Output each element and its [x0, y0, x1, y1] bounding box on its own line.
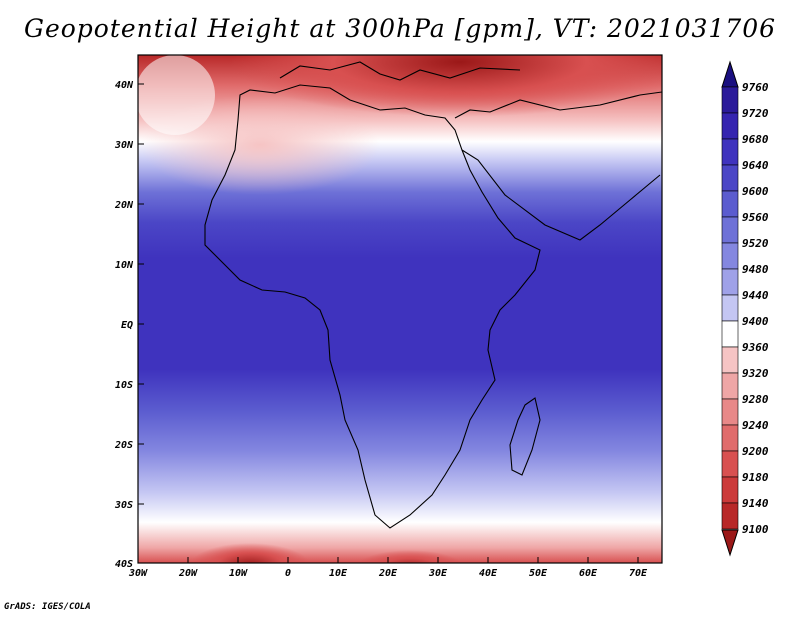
colorbar-band: [721, 372, 739, 400]
colorbar-band: [721, 216, 739, 244]
colorbar-band: [721, 242, 739, 270]
colorbar-band: [721, 424, 739, 452]
lon-label: 20W: [178, 568, 198, 579]
axis-ticks: [137, 83, 639, 564]
lon-label: 70E: [629, 568, 648, 579]
colorbar-label: 9760: [742, 81, 769, 94]
map-figure: 40N 30N 20N 10N EQ 10S 20S 30S 40S 30W 2…: [114, 54, 769, 579]
colorbar-band: [721, 112, 739, 140]
colorbar-label: 9200: [742, 445, 769, 458]
colorbar-label: 9640: [742, 159, 769, 172]
colorbar-label: 9440: [742, 289, 769, 302]
colorbar-label: 9720: [742, 107, 769, 120]
map-frame: [137, 54, 663, 564]
colorbar-band: [721, 346, 739, 374]
lat-label: 20N: [114, 200, 134, 211]
colorbar-label: 9600: [742, 185, 769, 198]
lon-label: 10E: [329, 568, 348, 579]
lat-label: 30S: [114, 500, 133, 511]
lon-label: 0: [285, 568, 291, 579]
colorbar-band: [721, 398, 739, 426]
lon-label: 30W: [128, 568, 148, 579]
lon-label: 20E: [378, 568, 398, 579]
grads-credit: GrADS: IGES/COLA: [4, 602, 91, 612]
colorbar-label: 9240: [742, 419, 769, 432]
colorbar-label: 9480: [742, 263, 769, 276]
lat-label: 10S: [115, 380, 133, 391]
colorbar-band: [721, 86, 739, 114]
lat-label: 30N: [114, 140, 134, 151]
lon-label: 30E: [428, 568, 448, 579]
colorbar-band: [721, 320, 739, 348]
colorbar-band: [721, 268, 739, 296]
colorbar-bands: [721, 86, 739, 530]
lon-label: 40E: [479, 568, 498, 579]
colorbar-label: 9140: [742, 497, 769, 510]
lat-label: EQ: [121, 320, 133, 331]
colorbar-label: 9100: [742, 523, 769, 536]
colorbar-label: 9180: [742, 471, 769, 484]
colorbar-top-arrow: [721, 60, 739, 88]
colorbar-band: [721, 138, 739, 166]
colorbar-bottom-arrow: [721, 529, 739, 557]
colorbar-band: [721, 450, 739, 478]
lon-label: 10W: [229, 568, 248, 579]
lon-label: 60E: [579, 568, 598, 579]
colorbar-band: [721, 294, 739, 322]
lat-label: 10N: [115, 260, 134, 271]
colorbar-label: 9360: [742, 341, 769, 354]
height-field: [138, 55, 662, 563]
colorbar-band: [721, 476, 739, 504]
colorbar-band: [721, 502, 739, 530]
colorbar-label: 9560: [742, 211, 769, 224]
colorbar-label: 9320: [742, 367, 769, 380]
colorbar-label: 9400: [742, 315, 769, 328]
colorbar-label: 9280: [742, 393, 769, 406]
lon-label: 50E: [529, 568, 548, 579]
lat-label: 20S: [114, 440, 133, 451]
map-title: Geopotential Height at 300hPa [gpm], VT:…: [23, 14, 777, 43]
colorbar-label: 9520: [742, 237, 769, 250]
lat-label: 40S: [115, 559, 133, 570]
colorbar-label: 9680: [742, 133, 769, 146]
lat-label: 40N: [115, 80, 134, 91]
coastlines: [204, 61, 662, 529]
colorbar-band: [721, 190, 739, 218]
colorbar-band: [721, 164, 739, 192]
colorbar: 9760 9720 9680 9640 9600 9560 9520 9480 …: [721, 60, 769, 557]
